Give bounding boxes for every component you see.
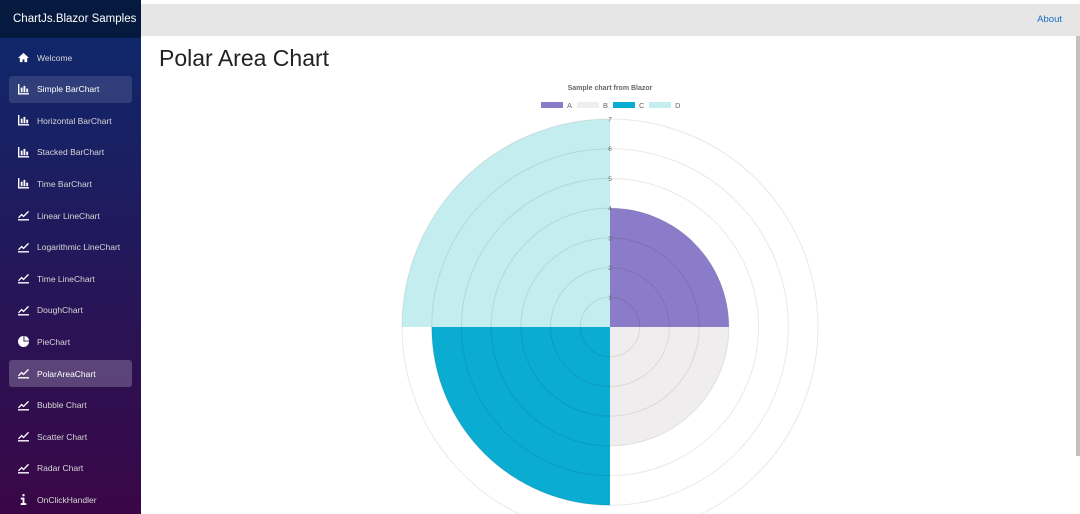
sidebar-item-piechart[interactable]: PieChart [9,328,132,355]
top-bar: About [141,4,1080,36]
legend-label-C[interactable]: C [639,101,645,110]
grid-circle [401,118,819,514]
home-icon [18,52,29,63]
sidebar-item-label: Logarithmic LineChart [37,242,121,253]
sidebar-item-label: Radar Chart [37,463,84,474]
grid-circle [520,237,700,417]
sidebar-item-label: OnClickHandler [37,494,97,505]
legend-swatch-D[interactable] [649,102,671,108]
sidebar-item-stacked-barchart[interactable]: Stacked BarChart [9,139,132,166]
tick-label: 3 [608,235,612,242]
tick-label: 6 [608,146,612,153]
line-chart-icon [18,242,29,253]
sidebar-item-label: PieChart [37,336,71,347]
sidebar-item-label: Bubble Chart [37,400,87,411]
legend-swatch-C[interactable] [613,102,635,108]
line-chart-icon [18,305,29,316]
legend-label-A[interactable]: A [567,101,572,110]
sidebar-item-logarithmic-linechart[interactable]: Logarithmic LineChart [9,234,132,261]
info-icon [20,494,27,506]
scrollbar[interactable] [1076,36,1080,456]
tick-label: 7 [608,117,612,124]
grid-circle [490,207,730,447]
line-chart-icon [18,210,29,221]
tick-label: 5 [608,176,612,183]
sidebar-item-linear-linechart[interactable]: Linear LineChart [9,202,132,229]
sidebar-item-label: DoughChart [37,305,83,316]
line-chart-icon [18,400,29,411]
legend-swatch-A[interactable] [541,102,563,108]
sidebar-item-label: PolarAreaChart [37,368,96,379]
about-link[interactable]: About [1037,14,1062,25]
line-chart-icon [18,432,29,442]
bar-chart-icon [18,146,29,158]
grid-circle [579,296,641,358]
polar-segment-C[interactable] [431,327,610,506]
line-chart-icon [18,368,29,379]
polar-segment-B[interactable] [610,327,729,446]
bar-chart-icon [18,115,29,126]
sidebar-item-label: Time BarChart [37,178,92,189]
brand-title[interactable]: ChartJs.Blazor Samples [0,0,141,38]
polar-segment-D[interactable] [402,119,610,327]
pie-chart-icon [18,336,29,348]
sidebar-item-label: Horizontal BarChart [37,115,112,126]
sidebar-item-polarareachart[interactable]: PolarAreaChart [9,360,132,387]
sidebar-item-time-linechart[interactable]: Time LineChart [9,265,132,292]
chart-title: Sample chart from Blazor [568,85,653,92]
polar-area-chart: Sample chart from Blazor A B C D 1 2 3 4 5 6 7 [401,85,819,514]
sidebar-item-label: Stacked BarChart [37,147,105,158]
tick-label: 1 [608,295,612,302]
sidebar-item-horizontal-barchart[interactable]: Horizontal BarChart [9,107,132,134]
sidebar-item-label: Time LineChart [37,273,95,284]
sidebar-item-onclickhandler[interactable]: OnClickHandler [9,486,132,513]
line-chart-icon [18,274,29,284]
sidebar-item-doughchart[interactable]: DoughChart [9,297,132,324]
bar-chart-icon [18,83,29,95]
sidebar-item-label: Scatter Chart [37,431,88,442]
grid-circle [460,177,760,477]
sidebar-item-scatter-chart[interactable]: Scatter Chart [9,423,132,450]
sidebar-item-label: Welcome [37,52,73,63]
sidebar-item-radar-chart[interactable]: Radar Chart [9,455,132,482]
legend-label-D[interactable]: D [675,101,681,110]
sidebar-item-label: Linear LineChart [37,210,100,221]
polar-segment-A[interactable] [610,208,729,327]
page-title: Polar Area Chart [159,45,330,71]
legend-swatch-B[interactable] [577,102,599,108]
tick-label: 2 [608,265,612,272]
sidebar-item-welcome[interactable]: Welcome [9,44,132,71]
grid-circle [431,148,789,506]
line-chart-icon [18,463,29,474]
tick-label: 4 [608,206,612,213]
sidebar-item-label: Simple BarChart [37,84,100,95]
sidebar: ChartJs.Blazor Samples Welcome Simple Bar… [0,0,141,514]
legend-label-B[interactable]: B [603,101,608,110]
bar-chart-icon [18,178,29,189]
sidebar-item-bubble-chart[interactable]: Bubble Chart [9,392,132,419]
grid-circle [550,267,670,387]
sidebar-item-simple-barchart[interactable]: Simple BarChart [9,75,132,103]
sidebar-item-time-barchart[interactable]: Time BarChart [9,170,132,197]
